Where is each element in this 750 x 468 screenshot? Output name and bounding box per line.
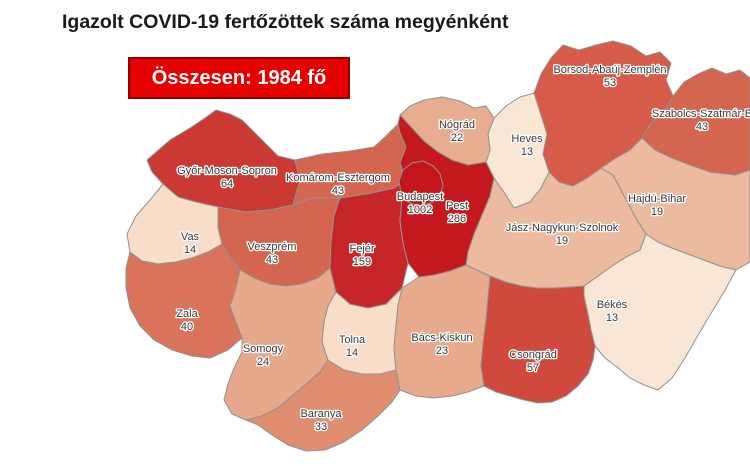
- county-value-szabolcs: 43: [696, 121, 708, 133]
- county-name-veszprem: Veszprém: [248, 241, 297, 253]
- county-value-bekes: 13: [606, 312, 618, 324]
- county-value-fejer: 159: [353, 256, 371, 268]
- county-name-borsod: Borsod-Abaúj-Zemplén: [553, 64, 666, 76]
- county-name-baranya: Baranya: [301, 408, 343, 420]
- county-name-jasz: Jász-Nagykun-Szolnok: [506, 222, 619, 234]
- county-name-bekes: Békés: [597, 299, 628, 311]
- county-value-vas: 14: [184, 244, 196, 256]
- county-value-veszprem: 43: [266, 254, 278, 266]
- county-value-borsod: 53: [604, 77, 616, 89]
- county-value-tolna: 14: [346, 347, 358, 359]
- county-name-tolna: Tolna: [339, 334, 366, 346]
- county-region-zala: [125, 243, 243, 359]
- county-value-jasz: 19: [556, 235, 568, 247]
- county-value-komarom: 43: [332, 185, 344, 197]
- county-value-bacs: 23: [436, 345, 448, 357]
- county-value-hajdu: 19: [651, 206, 663, 218]
- county-value-pest: 286: [448, 213, 466, 225]
- county-name-bacs: Bács-Kiskun: [411, 332, 472, 344]
- county-value-baranya: 33: [315, 421, 327, 433]
- county-region-csongrad: [480, 275, 596, 404]
- county-name-gyms: Győr-Moson-Sopron: [177, 165, 277, 177]
- county-name-budapest: Budapest: [397, 191, 443, 203]
- county-name-hajdu: Hajdú-Bihar: [628, 193, 686, 205]
- county-value-gyms: 64: [221, 178, 233, 190]
- county-value-heves: 13: [521, 146, 533, 158]
- county-name-heves: Heves: [511, 133, 543, 145]
- county-value-budapest: 1002: [408, 204, 432, 216]
- county-name-csongrad: Csongrád: [509, 349, 557, 361]
- county-region-fejer: [329, 179, 409, 309]
- county-region-borsod: [533, 40, 674, 187]
- county-value-zala: 40: [181, 321, 193, 333]
- total-badge: Összesen: 1984 fő: [128, 57, 350, 99]
- county-region-budapest: [398, 160, 444, 207]
- county-name-nograd: Nógrád: [439, 119, 475, 131]
- county-name-pest: Pest: [446, 200, 468, 212]
- county-name-somogy: Somogy: [243, 343, 284, 355]
- county-name-szabolcs: Szabolcs-Szatmár-B: [652, 108, 750, 120]
- county-name-vas: Vas: [181, 231, 200, 243]
- county-value-nograd: 22: [451, 132, 463, 144]
- county-name-zala: Zala: [176, 308, 198, 320]
- county-region-pest: [397, 114, 495, 278]
- county-name-komarom: Komárom-Esztergom: [286, 172, 390, 184]
- county-name-fejer: Fejér: [349, 243, 374, 255]
- county-value-csongrad: 57: [527, 362, 539, 374]
- total-badge-text: Összesen: 1984 fő: [151, 66, 327, 89]
- page-title: Igazolt COVID-19 fertőzöttek száma megyé…: [62, 11, 509, 33]
- county-value-somogy: 24: [257, 356, 269, 368]
